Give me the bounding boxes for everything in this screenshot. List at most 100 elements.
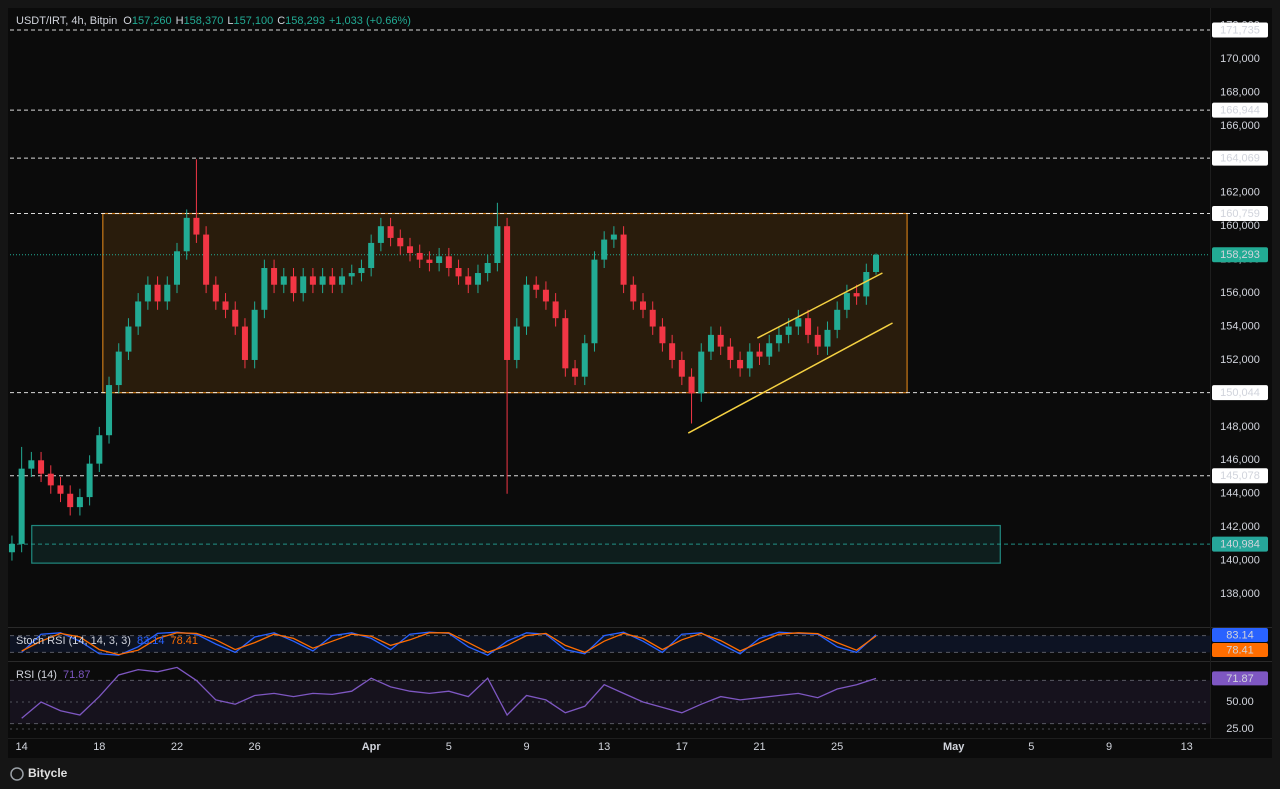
candle-body [581,343,588,377]
candle-body [678,359,685,377]
candle-body [329,276,336,285]
candle-body [824,329,831,347]
candle-body [183,217,190,252]
candle-body [688,376,695,394]
y-tick-label: 144,000 [1220,488,1260,500]
candle-body [135,301,142,327]
candle-body [640,301,647,310]
y-tick-label: 146,000 [1220,454,1260,466]
candle-body [261,268,268,310]
candle-body [426,259,433,263]
candle-body [591,259,598,344]
last-price-label: 158,293 [1220,249,1260,261]
candle-body [707,334,714,352]
candle-body [38,460,45,474]
x-tick-label: 5 [1028,741,1034,753]
candle-body [115,351,122,386]
candle-body [669,343,676,360]
x-tick-label: 17 [676,741,688,753]
candle-body [57,485,64,494]
level-label: 171,735 [1220,24,1260,36]
candle-body [572,368,579,377]
candle-body [533,284,540,290]
indicator-title: RSI (14) [16,669,57,681]
candle-body [814,334,821,347]
candle-body [193,217,200,235]
candle-body [144,284,151,302]
ohlc-key: H [176,15,184,27]
x-tick-label: 9 [523,741,529,753]
candle-body [455,268,462,277]
candle-body [795,318,802,327]
trend-line [687,322,893,434]
candle-body [756,351,763,357]
candle-body [28,460,35,469]
indicator-line [21,666,877,719]
y-tick-label: 170,000 [1220,53,1260,65]
indicator-value: 83.14 [137,635,165,647]
level-label-box [1212,536,1268,552]
candle-body [339,276,346,285]
y-tick-label: 156,000 [1220,287,1260,299]
y-tick-label: 140,000 [1220,555,1260,567]
candle-body [523,284,530,327]
level-label: 164,069 [1220,153,1260,165]
candle-body [552,301,559,319]
ohlc-value: 158,370 [184,15,224,27]
y-tick-label: 142,000 [1220,521,1260,533]
candle-body [387,226,394,238]
candle-body [251,309,258,360]
candle-body [106,385,113,436]
trend-line [757,272,883,339]
x-tick-label: 18 [93,741,105,753]
level-label: 166,944 [1220,104,1260,116]
candle-body [853,293,860,297]
x-tick-label: 14 [16,741,28,753]
candle-body [513,326,520,360]
candle-body [397,237,404,247]
candle-body [698,351,705,394]
candle-body [86,463,93,498]
candle-body [562,318,569,369]
candle-body [717,334,724,347]
indicator-value-box [1212,643,1268,657]
indicator-value-label: 78.41 [1226,644,1254,656]
x-tick-label: Apr [362,741,382,753]
candle-body [368,242,375,269]
brand-logo [10,767,24,781]
candle-body [873,254,880,273]
level-label-box [1212,150,1268,166]
candle-body [8,543,15,553]
candle-body [271,268,278,285]
indicator-line [21,632,877,656]
price-header: USDT/IRT, 4h, Bitpin O157,260 H158,370 L157… [16,15,411,27]
y-tick-label: 168,000 [1220,86,1260,98]
front-layer: 14 18 22 26 Apr 5 9 13 17 21 25 May 5 9 13 171,735 166,9… [16,22,1268,753]
candle-body [601,239,608,260]
indicator-value: 78.41 [170,635,198,647]
level-label: 150,044 [1220,387,1260,399]
symbol-title: USDT/IRT, 4h, Bitpin [16,15,117,27]
y-tick-label: 50.00 [1226,696,1254,708]
candle-body [436,256,443,263]
candle-body [610,234,617,240]
indicator-band [10,635,1210,653]
candle-body [125,326,132,352]
stoch-header: Stoch RSI (14, 14, 3, 3) 83.14 78.41 [16,635,198,647]
x-tick-label: 21 [753,741,765,753]
y-tick-label: 154,000 [1220,320,1260,332]
candle-body [834,309,841,330]
candle-body [67,493,74,508]
candle-body [290,276,297,294]
candle-body [300,276,307,294]
chart-area [8,8,1272,758]
candle-body [154,284,161,302]
candle-body [232,309,239,327]
y-tick-label: 162,000 [1220,187,1260,199]
x-tick-label: 5 [446,741,452,753]
candle-body [727,346,734,360]
candle-body [843,293,850,310]
x-tick-label: 22 [171,741,183,753]
rsi-header: RSI (14) 71.87 [16,669,91,681]
candle-body [212,284,219,302]
